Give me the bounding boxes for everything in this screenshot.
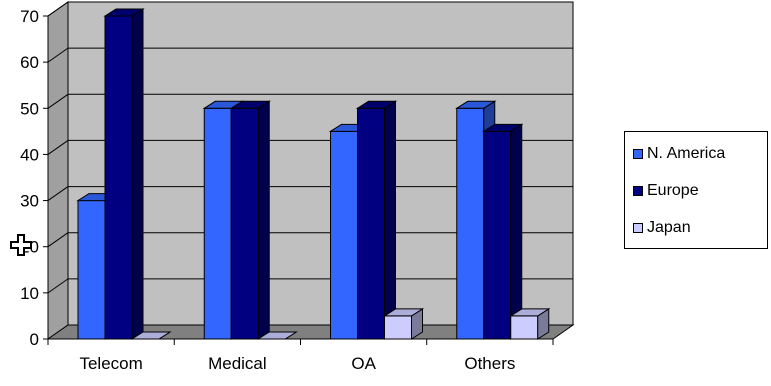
- y-tick-label: 0: [30, 330, 39, 349]
- legend-label: Europe: [647, 182, 699, 199]
- legend: N. America Europe Japan: [624, 131, 768, 249]
- bar-side: [131, 8, 144, 340]
- bar-top: [229, 100, 271, 109]
- x-tick-label: Telecom: [79, 354, 142, 373]
- legend-swatch: [633, 149, 643, 159]
- gridline-side: [47, 1, 69, 17]
- bar-top: [103, 8, 145, 17]
- legend-item-japan: Japan: [633, 218, 691, 238]
- legend-label: N. America: [647, 145, 726, 162]
- bar-top: [509, 308, 551, 317]
- bar-europe-medical: [230, 107, 259, 340]
- bar-side: [257, 100, 270, 340]
- bar-side: [510, 123, 523, 340]
- bar-top: [482, 123, 524, 132]
- bar-top: [382, 308, 425, 317]
- legend-item-europe: Europe: [633, 181, 699, 201]
- bar-top: [130, 331, 172, 340]
- bar-top: [455, 100, 497, 109]
- gridline-side: [47, 278, 69, 294]
- y-tick-label: 10: [20, 284, 39, 303]
- gridline-side: [47, 186, 69, 201]
- bar-n-america-telecom: [77, 200, 106, 340]
- legend-item-n-america: N. America: [633, 144, 725, 164]
- y-tick-label: 60: [20, 53, 39, 72]
- legend-swatch: [633, 186, 643, 196]
- bar-top: [355, 100, 398, 109]
- y-tick-label: 50: [20, 99, 39, 118]
- bar-side: [384, 100, 396, 340]
- bar-europe-others: [483, 130, 512, 340]
- bar-top: [256, 331, 298, 340]
- bar-europe-oa: [357, 107, 385, 340]
- y-tick-label: 70: [20, 7, 39, 26]
- y-tick-label: 30: [20, 192, 39, 211]
- bar-n-america-medical: [203, 107, 232, 340]
- x-tick-label: Others: [464, 354, 515, 373]
- gridline-side: [47, 232, 69, 248]
- bar-n-america-others: [456, 107, 485, 340]
- move-cursor-icon: [10, 234, 32, 256]
- gridline-side: [47, 47, 69, 63]
- legend-swatch: [633, 223, 643, 233]
- bar-europe-telecom: [104, 15, 133, 340]
- gridline-side: [47, 140, 69, 155]
- side-wall: [47, 1, 69, 340]
- x-tick-label: Medical: [208, 354, 267, 373]
- gridline-side: [47, 93, 69, 109]
- bar-japan-others: [510, 315, 539, 340]
- y-tick-label: 40: [20, 145, 39, 164]
- bar-japan-oa: [384, 315, 412, 340]
- x-tick-label: OA: [351, 354, 376, 373]
- legend-label: Japan: [647, 219, 691, 236]
- bar-n-america-oa: [330, 130, 358, 340]
